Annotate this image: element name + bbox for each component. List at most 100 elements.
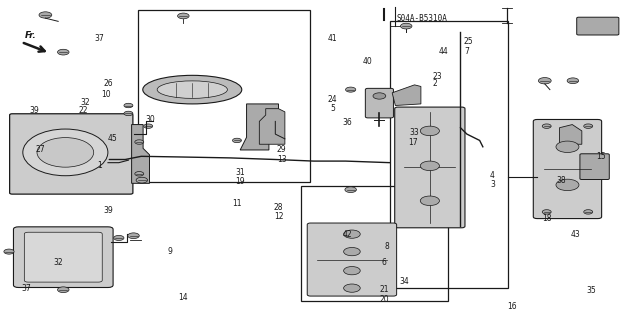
Circle shape (344, 230, 360, 238)
Text: 38: 38 (557, 176, 566, 185)
Text: 44: 44 (438, 47, 448, 56)
Text: 3: 3 (490, 181, 495, 189)
Circle shape (420, 126, 440, 136)
Text: 16: 16 (507, 302, 516, 311)
Text: 35: 35 (586, 286, 596, 295)
Text: 8: 8 (385, 242, 389, 251)
Circle shape (556, 141, 579, 152)
Circle shape (135, 172, 144, 176)
Text: 32: 32 (81, 98, 90, 107)
Text: 39: 39 (29, 106, 39, 115)
Text: 37: 37 (21, 284, 31, 293)
Circle shape (420, 196, 440, 205)
Text: 7: 7 (465, 47, 469, 56)
Text: 27: 27 (35, 145, 45, 154)
Ellipse shape (37, 137, 93, 167)
Ellipse shape (143, 75, 242, 104)
Polygon shape (240, 104, 278, 150)
Circle shape (542, 124, 551, 128)
FancyBboxPatch shape (533, 120, 602, 219)
Text: 15: 15 (596, 152, 606, 161)
FancyBboxPatch shape (577, 17, 619, 35)
Circle shape (4, 249, 14, 254)
Text: 21: 21 (379, 285, 388, 294)
Text: 29: 29 (277, 145, 287, 154)
Circle shape (135, 140, 144, 144)
Circle shape (584, 124, 593, 128)
Text: S04A-B5310A: S04A-B5310A (397, 14, 447, 23)
Circle shape (344, 284, 360, 292)
Circle shape (538, 78, 551, 84)
Circle shape (344, 267, 360, 275)
Text: 41: 41 (328, 34, 337, 43)
Text: 22: 22 (79, 106, 88, 115)
Polygon shape (559, 124, 582, 144)
Circle shape (144, 124, 153, 128)
FancyBboxPatch shape (10, 114, 133, 194)
Circle shape (373, 93, 386, 99)
Circle shape (401, 23, 412, 29)
Text: 19: 19 (236, 177, 245, 186)
Text: 30: 30 (146, 115, 156, 124)
Circle shape (584, 210, 593, 214)
Text: 39: 39 (103, 206, 113, 215)
Text: 13: 13 (277, 155, 287, 164)
Text: 37: 37 (95, 34, 104, 43)
FancyBboxPatch shape (24, 232, 102, 282)
Text: 17: 17 (408, 137, 417, 146)
Text: 33: 33 (410, 128, 419, 137)
Text: 45: 45 (108, 134, 117, 143)
FancyBboxPatch shape (307, 223, 397, 296)
Circle shape (128, 233, 140, 239)
Text: 12: 12 (274, 212, 284, 221)
Polygon shape (259, 109, 285, 144)
Circle shape (39, 12, 52, 18)
Circle shape (177, 13, 189, 19)
Text: 26: 26 (103, 79, 113, 88)
Text: 36: 36 (342, 118, 353, 128)
Bar (390, 21, 508, 288)
Text: 28: 28 (274, 203, 284, 211)
Circle shape (345, 187, 356, 193)
Circle shape (232, 138, 241, 143)
FancyBboxPatch shape (365, 88, 394, 118)
Text: Fr.: Fr. (24, 31, 36, 40)
Text: 9: 9 (168, 247, 172, 256)
Circle shape (344, 248, 360, 256)
Bar (138, 10, 310, 182)
FancyBboxPatch shape (13, 227, 113, 287)
Circle shape (136, 177, 148, 183)
Text: 32: 32 (53, 258, 63, 267)
Ellipse shape (157, 81, 227, 98)
Text: 6: 6 (381, 258, 387, 267)
Text: 23: 23 (432, 72, 442, 81)
Text: 14: 14 (178, 293, 188, 302)
Text: 43: 43 (571, 230, 580, 239)
Circle shape (556, 179, 579, 191)
Text: 25: 25 (464, 38, 474, 47)
Text: 40: 40 (363, 56, 372, 65)
Circle shape (114, 235, 124, 241)
Circle shape (542, 210, 551, 214)
Polygon shape (392, 85, 421, 106)
Circle shape (346, 87, 356, 92)
FancyBboxPatch shape (580, 154, 609, 180)
Text: 20: 20 (379, 295, 388, 304)
Ellipse shape (23, 129, 108, 176)
Circle shape (58, 287, 69, 293)
Polygon shape (132, 124, 150, 183)
Text: 10: 10 (101, 90, 111, 99)
Text: 4: 4 (490, 171, 495, 180)
Text: 2: 2 (433, 79, 437, 88)
Circle shape (58, 49, 69, 55)
Text: 18: 18 (542, 214, 552, 223)
Text: 34: 34 (399, 277, 409, 286)
FancyBboxPatch shape (395, 107, 465, 228)
Text: 31: 31 (236, 168, 245, 177)
Text: 42: 42 (342, 230, 352, 239)
Text: 5: 5 (330, 104, 335, 113)
Text: 24: 24 (328, 95, 337, 104)
Bar (301, 187, 448, 301)
Circle shape (124, 103, 133, 108)
Circle shape (567, 78, 579, 84)
